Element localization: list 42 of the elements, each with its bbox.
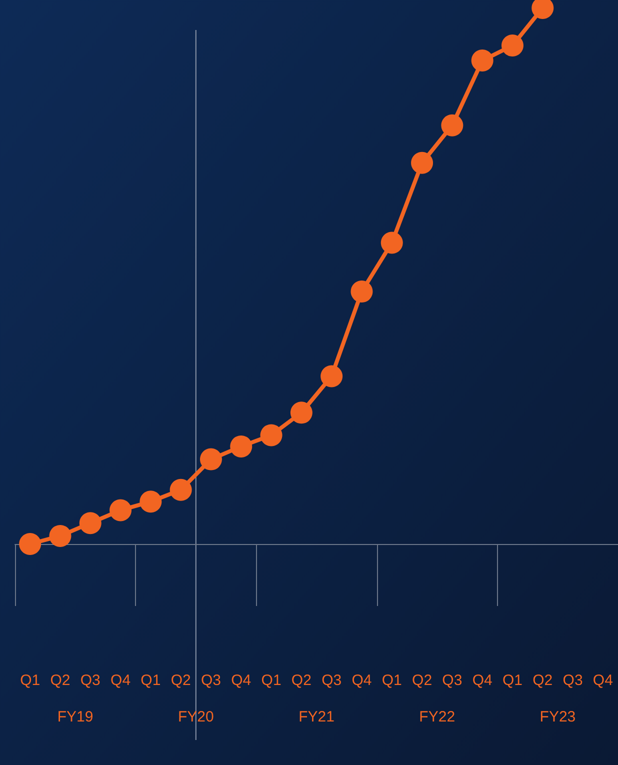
x-tick-label: Q2 — [170, 672, 191, 689]
x-tick-label: Q1 — [261, 672, 282, 689]
point — [79, 512, 102, 534]
text: FY19 — [57, 708, 94, 726]
x-tick-label: Q1 — [382, 672, 402, 689]
x-tick-label: Q2 — [291, 672, 312, 689]
point — [441, 114, 464, 136]
x-tick-label: Q4 — [592, 672, 613, 689]
point — [411, 152, 434, 174]
point — [49, 524, 72, 547]
x-tick-label: Q4 — [231, 672, 252, 689]
point — [260, 424, 282, 446]
x-tick-label: Q3 — [562, 672, 583, 689]
x-tick-label: Q2 — [50, 672, 70, 689]
x-tick-label: Q1 — [140, 672, 161, 689]
x-tick-label: Q4 — [110, 672, 131, 689]
point — [502, 34, 524, 57]
point — [320, 365, 343, 388]
point — [170, 478, 192, 501]
point — [19, 533, 42, 555]
point — [200, 448, 222, 470]
point — [350, 280, 373, 303]
x-tick-label: Q3 — [322, 672, 342, 689]
x-tick-label: Q3 — [200, 672, 221, 689]
point — [110, 499, 132, 522]
point — [230, 435, 252, 458]
x-tick-label: Q2 — [532, 672, 553, 689]
x-tick-label: Q3 — [80, 672, 100, 689]
point — [140, 490, 162, 513]
x-tick-label: Q1 — [502, 672, 522, 689]
text: FY22 — [419, 708, 456, 726]
x-tick-label: Q4 — [352, 672, 372, 689]
x-tick-label: Q3 — [442, 672, 462, 689]
point — [471, 50, 494, 72]
text: FY23 — [540, 708, 576, 726]
point — [290, 402, 312, 424]
text: FY20 — [178, 708, 214, 726]
text: FY21 — [298, 708, 334, 726]
point — [380, 232, 403, 254]
x-tick-label: Q1 — [20, 672, 40, 689]
x-tick-label: Q4 — [472, 672, 492, 689]
x-tick-label: Q2 — [412, 672, 432, 689]
